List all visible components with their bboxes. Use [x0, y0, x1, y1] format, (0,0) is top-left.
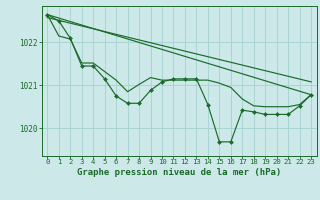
- X-axis label: Graphe pression niveau de la mer (hPa): Graphe pression niveau de la mer (hPa): [77, 168, 281, 177]
